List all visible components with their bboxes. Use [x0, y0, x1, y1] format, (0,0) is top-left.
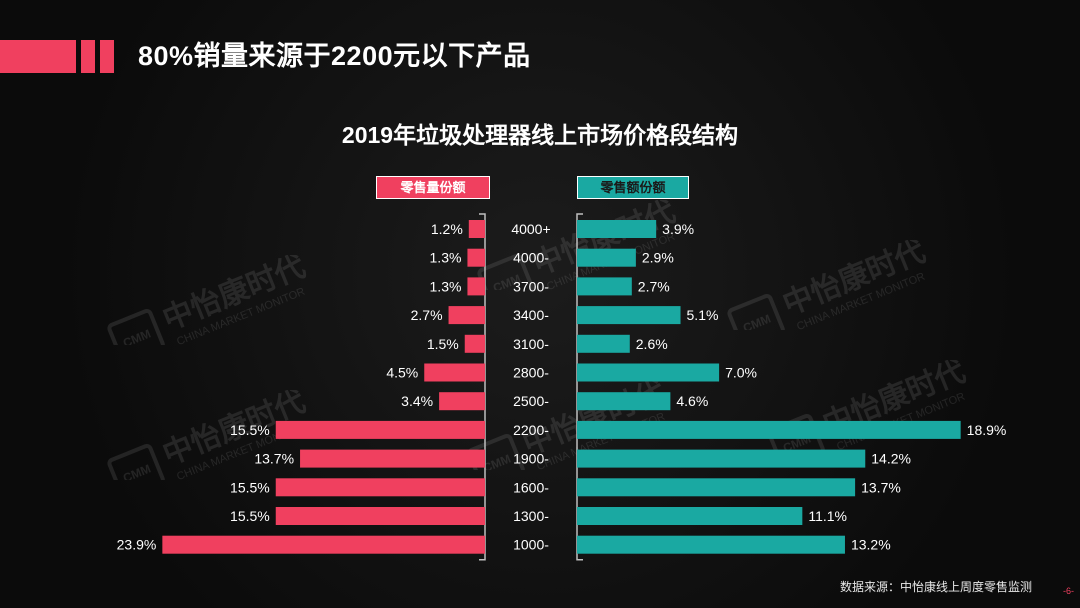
data-label-retail-volume: 1.5%	[427, 336, 459, 352]
category-label: 2500-	[513, 393, 549, 409]
bar-retail-value	[577, 334, 630, 353]
data-label-retail-volume: 13.7%	[254, 451, 294, 467]
bar-retail-volume	[275, 420, 485, 439]
bar-retail-value	[577, 363, 720, 382]
data-label-retail-value: 18.9%	[967, 422, 1007, 438]
bar-retail-volume	[467, 248, 485, 267]
header-accent-bar	[0, 40, 76, 73]
data-label-retail-value: 3.9%	[662, 221, 694, 237]
data-label-retail-volume: 15.5%	[230, 508, 270, 524]
bar-retail-volume	[275, 507, 485, 525]
category-label: 2800-	[513, 365, 549, 381]
bar-retail-value	[577, 535, 845, 554]
bar-retail-volume	[162, 535, 485, 554]
category-label: 3400-	[513, 307, 549, 323]
data-label-retail-volume: 1.3%	[430, 278, 462, 294]
axis-bracket-right	[576, 213, 583, 561]
bar-retail-volume	[275, 478, 485, 497]
bar-retail-value	[577, 507, 803, 525]
category-label: 1000-	[513, 537, 549, 553]
bar-retail-value	[577, 277, 632, 296]
data-label-retail-value: 2.7%	[638, 278, 670, 294]
category-label: 3100-	[513, 336, 549, 352]
data-label-retail-volume: 15.5%	[230, 479, 270, 495]
bar-retail-volume	[424, 363, 485, 382]
data-label-retail-value: 14.2%	[871, 451, 911, 467]
bar-retail-value	[577, 392, 671, 411]
data-label-retail-volume: 1.2%	[431, 221, 463, 237]
category-label: 1600-	[513, 479, 549, 495]
legend-retail-value: 零售额份额	[577, 176, 689, 199]
data-source-note: 数据来源：中怡康线上周度零售监测	[839, 580, 1032, 594]
data-label-retail-value: 2.9%	[642, 250, 674, 266]
bar-retail-volume	[468, 220, 485, 238]
category-label: 1900-	[513, 451, 549, 467]
page-number: -6-	[1063, 586, 1074, 596]
data-label-retail-value: 5.1%	[687, 307, 719, 323]
bar-retail-value	[577, 220, 657, 238]
header-accent-stripe	[100, 40, 114, 73]
bar-retail-volume	[464, 334, 485, 353]
bar-retail-volume	[467, 277, 485, 296]
data-label-retail-volume: 1.3%	[430, 250, 462, 266]
data-label-retail-value: 2.6%	[636, 336, 668, 352]
data-label-retail-value: 13.7%	[861, 479, 901, 495]
category-label: 2200-	[513, 422, 549, 438]
data-label-retail-volume: 2.7%	[411, 307, 443, 323]
category-label: 3700-	[513, 278, 549, 294]
category-label: 1300-	[513, 508, 549, 524]
chart-title: 2019年垃圾处理器线上市场价格段结构	[341, 122, 739, 148]
category-label: 4000-	[513, 250, 549, 266]
legend-retail-volume: 零售量份额	[376, 176, 490, 199]
category-label: 4000+	[511, 221, 550, 237]
bar-retail-value	[577, 420, 961, 439]
bar-retail-value	[577, 478, 856, 497]
bar-retail-volume	[300, 449, 485, 468]
data-label-retail-value: 11.1%	[808, 508, 847, 524]
data-label-retail-value: 13.2%	[851, 537, 891, 553]
bar-retail-value	[577, 306, 681, 325]
header-accent-stripe	[81, 40, 95, 73]
axis-bracket-left	[479, 213, 486, 561]
data-label-retail-volume: 3.4%	[401, 393, 433, 409]
data-label-retail-value: 4.6%	[676, 393, 708, 409]
bar-retail-volume	[448, 306, 485, 325]
bar-retail-volume	[439, 392, 485, 411]
bar-retail-value	[577, 248, 636, 267]
bar-retail-value	[577, 449, 866, 468]
data-label-retail-value: 7.0%	[725, 365, 757, 381]
data-label-retail-volume: 4.5%	[386, 365, 418, 381]
data-label-retail-volume: 15.5%	[230, 422, 270, 438]
page-title: 80%销量来源于2200元以下产品	[138, 41, 531, 71]
data-label-retail-volume: 23.9%	[117, 537, 157, 553]
